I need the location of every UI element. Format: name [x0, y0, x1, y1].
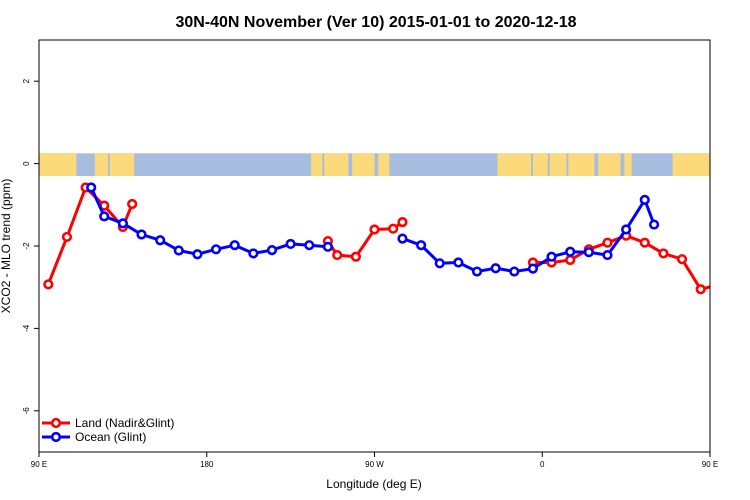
y-axis-label: XCO2 - MLO trend (ppm) [0, 179, 13, 314]
data-point [490, 263, 501, 274]
y-tick-label: -6 [22, 407, 31, 415]
data-point [434, 258, 445, 269]
data-point [332, 249, 343, 261]
data-point [192, 249, 203, 260]
data-point [266, 245, 278, 256]
data-point [527, 263, 539, 274]
map-land [624, 153, 632, 176]
chart-title: 30N-40N November (Ver 10) 2015-01-01 to … [175, 14, 576, 31]
data-point [546, 251, 557, 262]
data-point [471, 266, 483, 277]
data-point [229, 240, 240, 251]
data-point [583, 247, 594, 258]
data-point [602, 249, 613, 261]
world-map-band [39, 153, 710, 176]
y-tick-label: -4 [22, 324, 31, 332]
map-land [324, 153, 349, 176]
x-tick-label: 180 [200, 460, 214, 469]
map-land [311, 153, 323, 176]
legend-marker [50, 417, 62, 429]
x-tick-label: 0 [540, 460, 545, 469]
map-land [672, 153, 710, 176]
x-tick-label: 90 E [31, 460, 47, 469]
data-point [127, 198, 138, 210]
data-point [565, 254, 576, 266]
x-axis-label: Longitude (deg E) [326, 477, 421, 491]
y-tick-label: 2 [22, 78, 31, 83]
data-point [639, 237, 650, 248]
y-tick-label: 0 [22, 161, 31, 166]
data-point [350, 251, 361, 262]
data-point [648, 219, 660, 230]
y-tick-label: -2 [22, 242, 31, 250]
data-point [509, 266, 520, 277]
x-tick-label: 90 W [365, 460, 384, 469]
map-land [39, 153, 77, 176]
data-point [658, 248, 669, 259]
data-point [397, 217, 408, 228]
legend-label: Land (Nadir&Glint) [75, 416, 174, 430]
data-point [43, 279, 54, 290]
map-land [109, 153, 135, 176]
data-point [695, 284, 706, 295]
data-point [453, 257, 464, 268]
map-land [94, 153, 108, 176]
map-land [532, 153, 548, 176]
data-point [369, 224, 380, 235]
x-tick-label: 90 E [702, 460, 718, 469]
data-point [155, 235, 166, 246]
data-point [99, 211, 110, 222]
data-point [285, 238, 296, 250]
series-line [46, 186, 134, 285]
data-point [602, 237, 613, 248]
map-land [352, 153, 375, 176]
data-point [86, 182, 97, 193]
map-land [568, 153, 595, 176]
data-point [210, 244, 222, 255]
data-point [397, 233, 408, 244]
map-land [549, 153, 567, 176]
data-point [136, 229, 147, 240]
data-point [716, 281, 724, 289]
data-point [117, 218, 128, 229]
map-land [598, 153, 621, 176]
data-point [61, 231, 73, 243]
legend-label: Ocean (Glint) [75, 430, 146, 444]
series-line [532, 234, 710, 291]
data-point [621, 224, 632, 235]
legend: Land (Nadir&Glint)Ocean (Glint) [42, 416, 174, 444]
data-point [173, 245, 184, 256]
legend-marker [50, 431, 62, 443]
map-land [497, 153, 532, 176]
data-point [639, 194, 650, 205]
data-point [676, 254, 688, 265]
data-point [322, 241, 334, 252]
data-point [248, 248, 259, 259]
data-point [388, 223, 399, 234]
data-point [565, 246, 576, 257]
data-point [304, 240, 315, 251]
map-land [378, 153, 390, 176]
series-ocean [86, 182, 660, 277]
data-point [415, 240, 427, 251]
